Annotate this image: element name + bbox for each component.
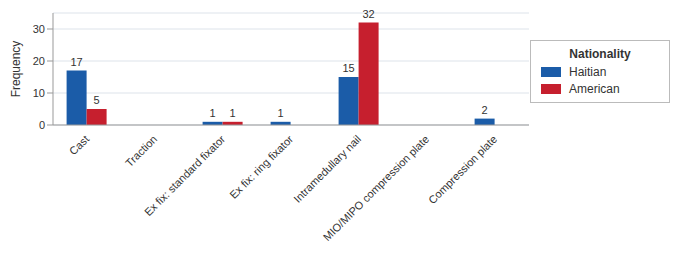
svg-text:32: 32 — [362, 8, 374, 20]
svg-text:1: 1 — [230, 107, 236, 119]
svg-text:5: 5 — [94, 94, 100, 106]
html-text:Haitian: Haitian — [569, 65, 607, 79]
svg-text:10: 10 — [33, 87, 45, 99]
svg-text:Frequency: Frequency — [9, 41, 23, 98]
svg-text:Traction: Traction — [123, 133, 159, 169]
svg-text:15: 15 — [342, 62, 354, 74]
svg-text:20: 20 — [33, 55, 45, 67]
svg-text:Ex fix: standard fixator: Ex fix: standard fixator — [142, 133, 228, 219]
svg-text:Intramedullary nail: Intramedullary nail — [291, 133, 363, 205]
html-text:Nationality: Nationality — [569, 47, 631, 61]
svg-text:Cast: Cast — [67, 133, 91, 157]
svg-text:0: 0 — [39, 119, 45, 131]
svg-text:17: 17 — [70, 56, 82, 68]
svg-text:Ex fix: ring fixator: Ex fix: ring fixator — [227, 133, 295, 201]
html-text:American: American — [569, 82, 620, 96]
svg-text:2: 2 — [482, 104, 488, 116]
svg-text:Compression plate: Compression plate — [426, 133, 499, 206]
svg-text:30: 30 — [33, 23, 45, 35]
svg-text:1: 1 — [210, 107, 216, 119]
svg-text:1: 1 — [278, 107, 284, 119]
svg-text:MIO/MIPO compression plate: MIO/MIPO compression plate — [321, 133, 432, 244]
